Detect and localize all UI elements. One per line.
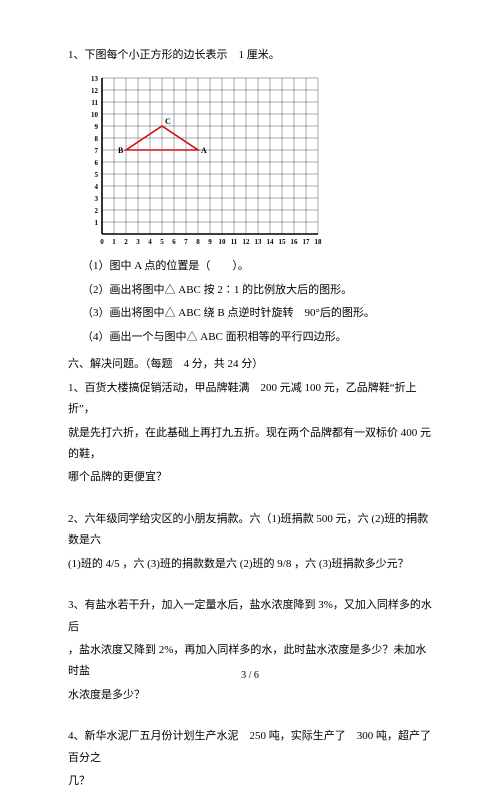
p4-l2: 几？ xyxy=(68,771,432,792)
svg-text:2: 2 xyxy=(124,238,128,246)
p1-l2: 就是先打六折，在此基础上再打九五折。现在两个品牌都有一双标价 400 元的鞋， xyxy=(68,423,432,466)
svg-text:5: 5 xyxy=(160,238,164,246)
svg-text:6: 6 xyxy=(95,159,99,167)
svg-text:11: 11 xyxy=(231,238,238,246)
svg-text:14: 14 xyxy=(267,238,275,246)
q1-stem: 1、下图每个小正方形的边长表示 1 厘米。 xyxy=(68,45,432,66)
svg-text:12: 12 xyxy=(91,87,99,95)
p2-l2: (1)班的 4/5 ，六 (3)班的捐款数是六 (2)班的 9/8 ，六 (3)… xyxy=(68,554,432,575)
svg-text:16: 16 xyxy=(291,238,299,246)
svg-text:18: 18 xyxy=(315,238,323,246)
p2-l1: 2、六年级同学给灾区的小朋友捐款。六（1)班捐款 500 元，六 (2)班的捐款… xyxy=(68,509,432,552)
svg-text:C: C xyxy=(165,117,171,126)
q1-sub1: （1）图中 A 点的位置是（ ）。 xyxy=(68,256,432,277)
svg-text:13: 13 xyxy=(255,238,263,246)
svg-text:11: 11 xyxy=(91,99,98,107)
p4-l1: 4、新华水泥厂五月份计划生产水泥 250 吨，实际生产了 300 吨，超产了百分… xyxy=(68,726,432,769)
q1-sub2: （2）画出将图中△ ABC 按 2∶1 的比例放大后的图形。 xyxy=(68,280,432,301)
svg-text:17: 17 xyxy=(303,238,311,246)
svg-text:13: 13 xyxy=(91,75,99,83)
p3-l1: 3、有盐水若干升，加入一定量水后，盐水浓度降到 3%，又加入同样多的水后 xyxy=(68,595,432,638)
page-footer: 3 / 6 xyxy=(0,666,500,686)
svg-text:1: 1 xyxy=(112,238,116,246)
q1-sub3: （3）画出将图中△ ABC 绕 B 点逆时针旋转 90°后的图形。 xyxy=(68,303,432,324)
svg-text:15: 15 xyxy=(279,238,287,246)
p3-l3: 水浓度是多少？ xyxy=(68,685,432,706)
p1-l1: 1、百货大楼搞促销活动，甲品牌鞋满 200 元减 100 元，乙品牌鞋“折上折”… xyxy=(68,378,432,421)
svg-text:4: 4 xyxy=(148,238,152,246)
svg-text:7: 7 xyxy=(184,238,188,246)
svg-text:3: 3 xyxy=(136,238,140,246)
svg-text:10: 10 xyxy=(219,238,227,246)
svg-text:5: 5 xyxy=(95,171,99,179)
svg-text:4: 4 xyxy=(95,183,99,191)
svg-text:9: 9 xyxy=(208,238,212,246)
section-6-title: 六、解决问题。（每题 4 分，共 24 分） xyxy=(68,354,432,375)
svg-text:1: 1 xyxy=(95,219,99,227)
svg-text:8: 8 xyxy=(196,238,200,246)
svg-text:6: 6 xyxy=(172,238,176,246)
svg-text:0: 0 xyxy=(100,238,104,246)
q1-sub4: （4）画出一个与图中△ ABC 面积相等的平行四边形。 xyxy=(68,327,432,348)
svg-text:9: 9 xyxy=(95,123,99,131)
svg-text:B: B xyxy=(118,146,124,155)
svg-text:A: A xyxy=(201,146,207,155)
svg-text:12: 12 xyxy=(243,238,251,246)
svg-text:7: 7 xyxy=(95,147,99,155)
grid-chart: 0123456789101112131415161718123456789101… xyxy=(82,70,432,250)
svg-text:8: 8 xyxy=(95,135,99,143)
svg-text:2: 2 xyxy=(95,207,99,215)
svg-text:10: 10 xyxy=(91,111,99,119)
svg-text:3: 3 xyxy=(95,195,99,203)
p1-l3: 哪个品牌的更便宜？ xyxy=(68,467,432,488)
